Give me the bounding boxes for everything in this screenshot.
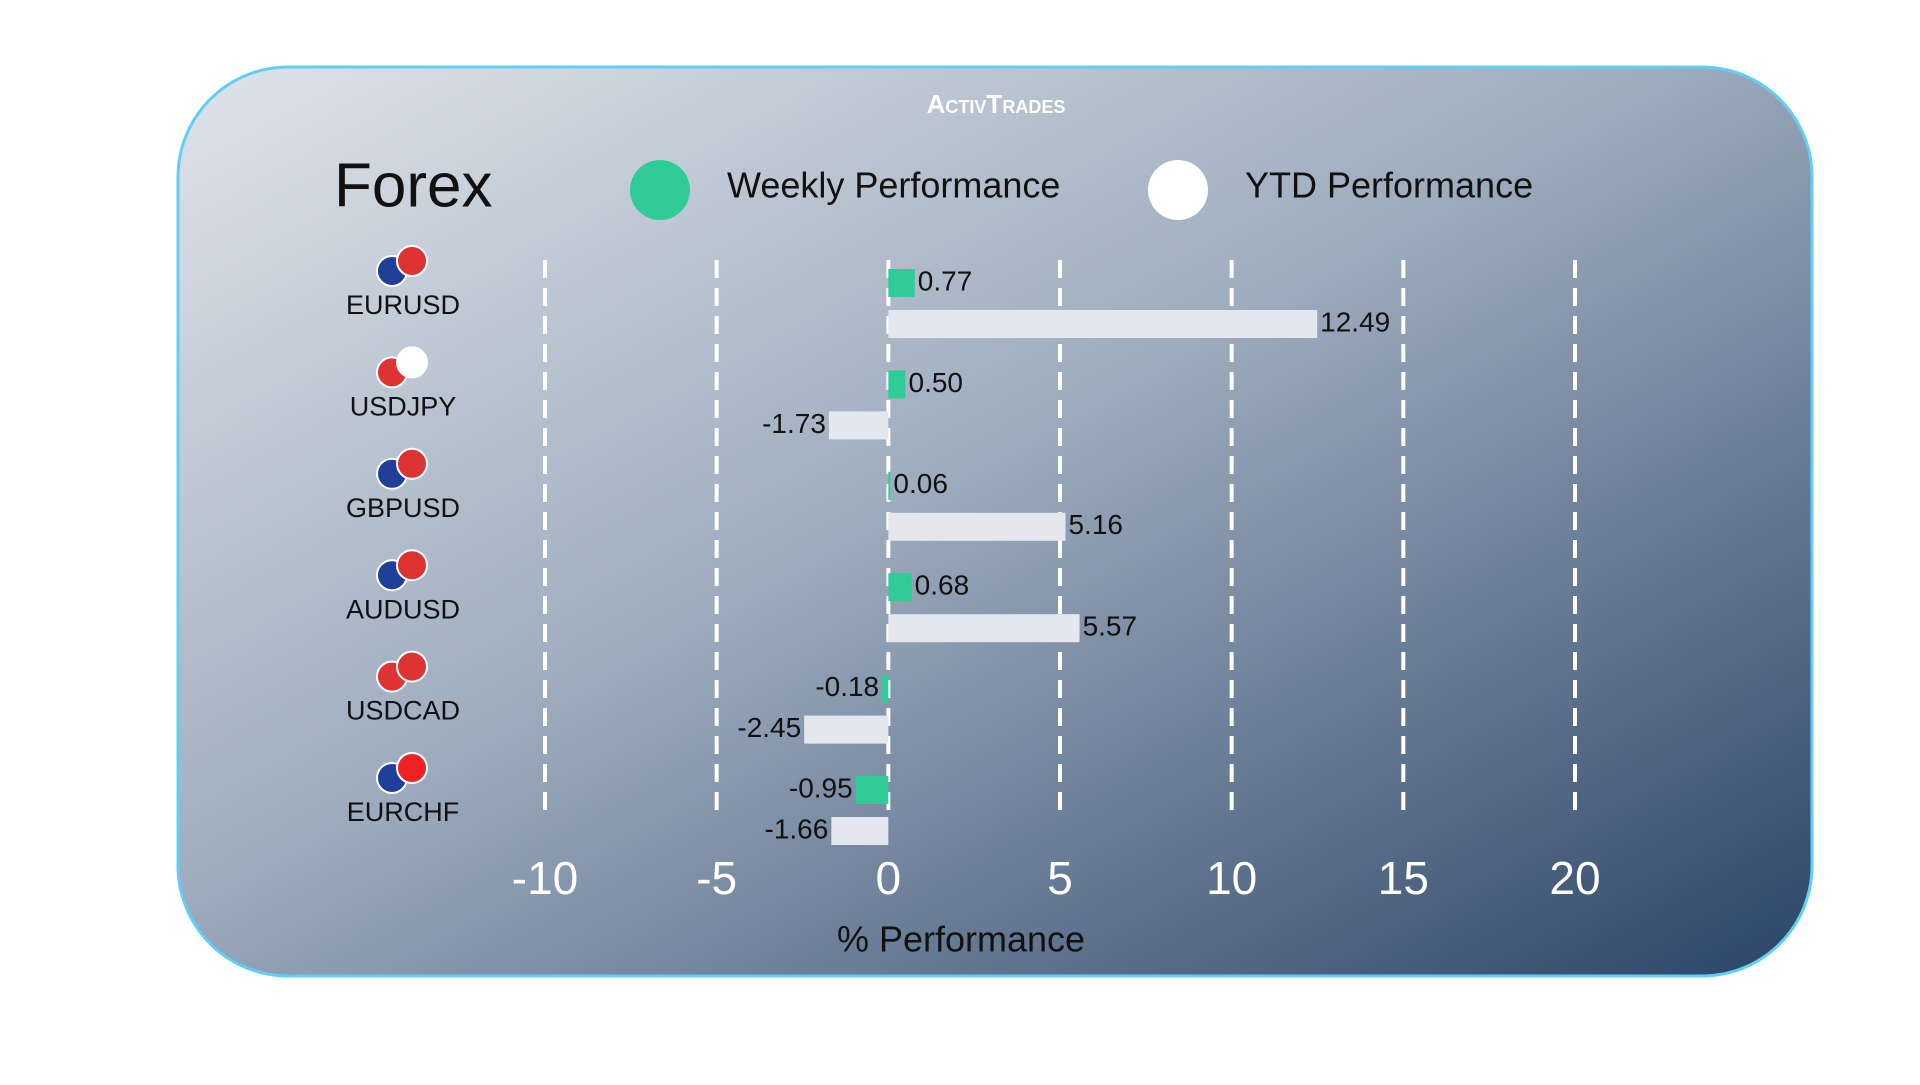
flag-icon [396, 752, 428, 784]
bar [888, 269, 915, 297]
legend-swatch [630, 160, 690, 220]
bar [855, 776, 889, 804]
legend-label: YTD Performance [1245, 165, 1533, 206]
bar [804, 715, 889, 744]
bar [888, 471, 891, 500]
category-label: USDCAD [346, 696, 460, 726]
legend-swatch [1148, 160, 1208, 220]
value-label: 0.50 [909, 367, 964, 398]
value-label: 12.49 [1320, 306, 1390, 337]
x-tick-label: 0 [876, 852, 902, 904]
bar [831, 817, 889, 845]
brand-logo: ActivTrades [927, 89, 1066, 119]
category-label: USDJPY [350, 392, 457, 422]
category-label: GBPUSD [346, 493, 460, 523]
value-label: -0.18 [815, 671, 879, 702]
x-tick-label: 10 [1206, 852, 1257, 904]
x-tick-label: 20 [1549, 852, 1600, 904]
bar [888, 512, 1066, 541]
chart-title: Forex [334, 151, 492, 220]
value-label: -1.66 [765, 813, 829, 844]
category-label: EURUSD [346, 290, 460, 320]
category-label: AUDUSD [346, 594, 460, 624]
flag-icon [396, 447, 428, 480]
value-label: -2.45 [737, 712, 801, 743]
bar [888, 310, 1318, 338]
value-label: 5.16 [1068, 509, 1123, 540]
x-tick-label: -5 [696, 852, 737, 904]
flag-icon [396, 245, 428, 277]
bar [882, 674, 889, 703]
x-axis-label: % Performance [837, 919, 1085, 960]
x-tick-label: -10 [512, 852, 578, 904]
value-label: 0.06 [893, 468, 948, 499]
bar [888, 614, 1080, 643]
value-label: 5.57 [1083, 611, 1138, 642]
category-label: EURCHF [347, 797, 460, 827]
value-label: -0.95 [789, 772, 853, 803]
flag-icon [396, 346, 428, 379]
flag-icon [396, 549, 428, 582]
legend-label: Weekly Performance [727, 165, 1060, 206]
bar [888, 370, 906, 399]
value-label: 0.77 [918, 265, 973, 296]
value-label: -1.73 [762, 408, 826, 439]
bar [888, 573, 912, 602]
flag-icon [396, 650, 428, 683]
x-tick-label: 5 [1047, 852, 1073, 904]
x-tick-label: 15 [1378, 852, 1429, 904]
value-label: 0.68 [915, 570, 970, 601]
bar [828, 411, 889, 440]
